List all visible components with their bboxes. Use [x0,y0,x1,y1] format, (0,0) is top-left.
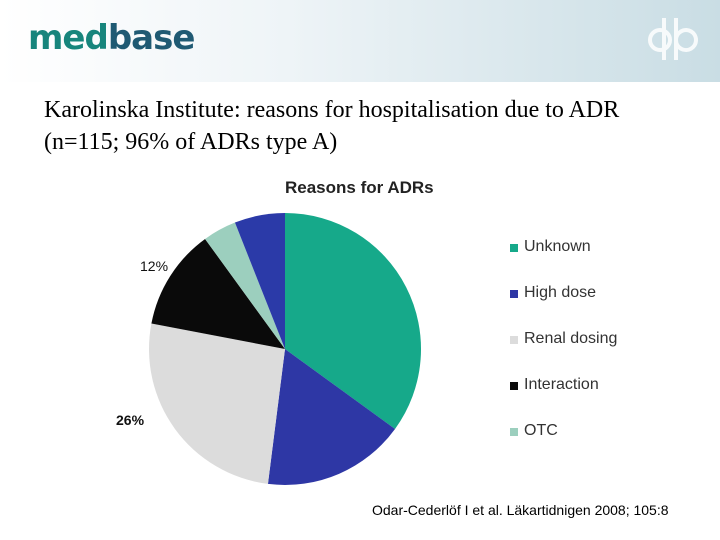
legend-item-unknown: Unknown [510,238,617,284]
legend-item-high-dose: High dose [510,284,617,330]
legend-label: OTC [524,422,558,439]
header-bar: medbase [0,0,720,82]
logo-text-med: med [28,18,109,58]
pie-slice-renal-dosing [149,323,285,484]
slice-label-renal-dosing: 26% [116,412,145,428]
legend-item-renal-dosing: Renal dosing [510,330,617,376]
legend-label: Interaction [524,376,599,393]
legend-swatch [510,382,518,390]
legend-swatch [510,244,518,252]
db-logo-icon [648,18,698,60]
legend-item-otc: OTC [510,422,617,468]
legend-swatch [510,336,518,344]
pie-slice-high-dose [267,349,396,486]
pie-slice-otc [205,222,285,349]
legend-label: High dose [524,284,597,301]
slice-label-interaction: 12% [140,258,169,274]
slide-title: Karolinska Institute: reasons for hospit… [44,97,620,155]
pie-slice-unlabeled [234,213,285,349]
citation: Odar-Cederlöf I et al. Läkartidnigen 200… [372,502,669,518]
chart-title: Reasons for ADRs [285,178,434,197]
chart-legend: Unknown High dose Renal dosing Interacti… [510,238,617,468]
legend-swatch [510,428,518,436]
legend-swatch [510,290,518,298]
pie-slice-interaction [151,238,285,349]
medbase-logo: medbase [28,18,196,58]
logo-text-base: base [107,18,196,58]
legend-item-interaction: Interaction [510,376,617,422]
legend-label: Unknown [524,238,591,255]
pie-slice-unknown [285,213,422,429]
legend-label: Renal dosing [524,330,618,347]
